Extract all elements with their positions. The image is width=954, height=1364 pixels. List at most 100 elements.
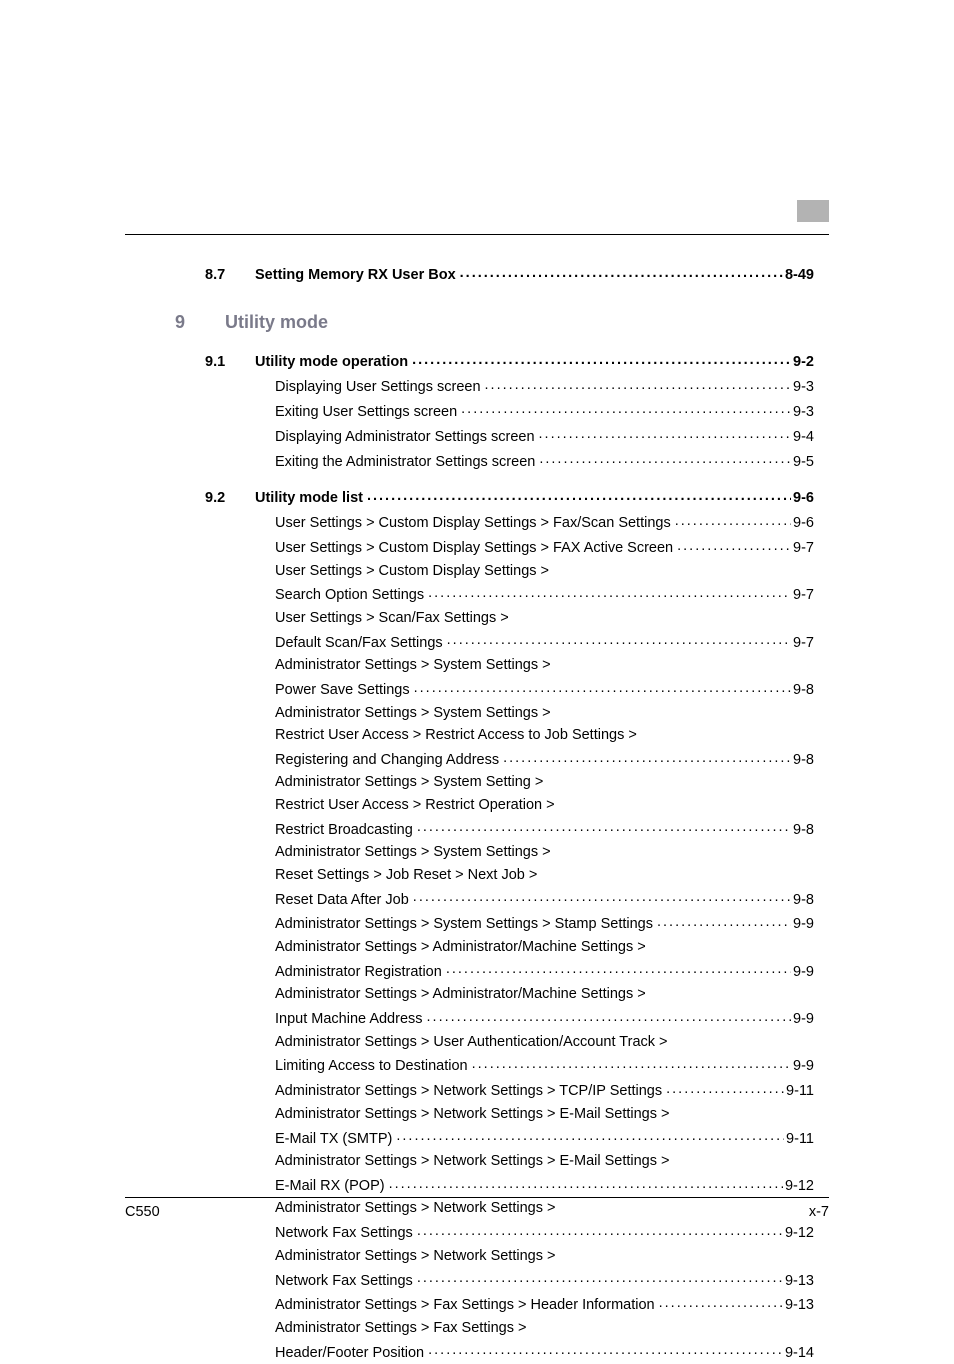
page: 8.7 Setting Memory RX User Box 8-49 9 Ut… (0, 0, 954, 1350)
toc-item-cont: Default Scan/Fax Settings (275, 632, 443, 654)
leader-dots (539, 423, 792, 440)
leader-dots (446, 958, 791, 975)
toc-item-label: Administrator Settings > System Setting … (275, 771, 814, 793)
leader-dots (657, 911, 791, 928)
toc-item-cont: Power Save Settings (275, 679, 410, 701)
toc-item-cont: E-Mail TX (SMTP) (275, 1128, 392, 1150)
toc-row: User Settings > Custom Display Settings … (205, 535, 814, 560)
toc-item-label: Exiting User Settings screen (275, 401, 457, 423)
toc-item-cont: Network Fax Settings (275, 1270, 413, 1292)
toc-item-cont: Input Machine Address (275, 1008, 423, 1030)
page-ref: 9-11 (784, 1128, 814, 1150)
page-ref: 9-4 (791, 426, 814, 448)
toc-row: 8.7 Setting Memory RX User Box 8-49 (205, 262, 814, 287)
toc-row: Network Fax Settings 9-13 (205, 1267, 814, 1292)
leader-dots (417, 816, 791, 833)
toc-item-cont: Network Fax Settings (275, 1222, 413, 1244)
leader-dots (472, 1053, 791, 1070)
page-ref: 9-8 (791, 679, 814, 701)
toc-row: User Settings > Custom Display Settings … (205, 510, 814, 535)
chapter-heading: 9 Utility mode (205, 309, 814, 337)
toc-item-cont: E-Mail RX (POP) (275, 1175, 385, 1197)
leader-dots (461, 398, 791, 415)
toc-item-cont2: Registering and Changing Address (275, 749, 499, 771)
footer-page-number: x-7 (809, 1204, 829, 1220)
toc-item-cont2: Reset Data After Job (275, 889, 409, 911)
toc-item-label: Administrator Settings > Network Setting… (275, 1245, 814, 1267)
toc-item-cont: Restrict User Access > Restrict Operatio… (275, 794, 814, 816)
page-ref: 9-7 (791, 537, 814, 559)
leader-dots (428, 582, 791, 599)
leader-dots (503, 747, 791, 764)
toc-row: Network Fax Settings9-12 (205, 1220, 814, 1245)
page-ref: 9-3 (791, 401, 814, 423)
toc-item-label: Administrator Settings > Network Setting… (275, 1080, 662, 1102)
toc-row: Restrict Broadcasting 9-8 (205, 816, 814, 841)
page-ref: 9-6 (791, 487, 814, 509)
leader-dots (389, 1173, 783, 1190)
leader-dots (427, 1006, 792, 1023)
footer-model: C550 (125, 1204, 160, 1220)
page-ref: 9-7 (791, 584, 814, 606)
toc-row: Limiting Access to Destination 9-9 (205, 1053, 814, 1078)
page-ref: 9-8 (791, 819, 814, 841)
section-title: Setting Memory RX User Box (255, 264, 456, 286)
toc-item-cont2: Restrict Broadcasting (275, 819, 413, 841)
leader-dots (659, 1292, 783, 1309)
leader-dots (417, 1220, 783, 1237)
page-ref: 9-13 (783, 1294, 814, 1316)
toc-item-label: Administrator Settings > Administrator/M… (275, 983, 814, 1005)
page-ref: 9-7 (791, 632, 814, 654)
chapter-title: Utility mode (225, 309, 328, 337)
page-ref: 9-9 (791, 1055, 814, 1077)
toc-item-label: Administrator Settings > Network Setting… (275, 1103, 814, 1125)
toc-item-label: Exiting the Administrator Settings scree… (275, 451, 535, 473)
toc-item-label: User Settings > Custom Display Settings … (275, 560, 814, 582)
toc-item-cont: Limiting Access to Destination (275, 1055, 468, 1077)
toc-item-label: Administrator Settings > System Settings… (275, 702, 814, 724)
header-accent-block (797, 200, 829, 222)
leader-dots (428, 1339, 783, 1356)
page-ref: 9-3 (791, 376, 814, 398)
toc-section-8-7: 8.7 Setting Memory RX User Box 8-49 (205, 262, 814, 287)
toc-row: Search Option Settings9-7 (205, 582, 814, 607)
toc-item-label: Displaying User Settings screen (275, 376, 481, 398)
toc-item-label: Administrator Settings > Network Setting… (275, 1150, 814, 1172)
toc-section-9-2: 9.2 Utility mode list 9-6 User Settings … (205, 485, 814, 1364)
leader-dots (413, 886, 791, 903)
toc-row: Administrator Settings > Network Setting… (205, 1078, 814, 1103)
toc-item-label: Administrator Settings > System Settings… (275, 913, 653, 935)
section-title: Utility mode operation (255, 351, 408, 373)
leader-dots (539, 448, 791, 465)
chapter-number: 9 (175, 309, 225, 337)
leader-dots (417, 1267, 783, 1284)
toc-item-cont: Administrator Registration (275, 961, 442, 983)
toc-row: Administrator Settings > System Settings… (205, 911, 814, 936)
toc-item-label: Displaying Administrator Settings screen (275, 426, 535, 448)
toc-row: Displaying Administrator Settings screen… (205, 423, 814, 448)
toc-row: E-Mail TX (SMTP) 9-11 (205, 1125, 814, 1150)
toc-item-label: Administrator Settings > Fax Settings > (275, 1317, 814, 1339)
page-ref: 9-9 (791, 961, 814, 983)
page-ref: 9-8 (791, 749, 814, 771)
toc-item-cont: Reset Settings > Job Reset > Next Job > (275, 864, 814, 886)
leader-dots (447, 629, 791, 646)
toc-section-9-1: 9.1 Utility mode operation 9-2 Displayin… (205, 349, 814, 473)
toc-row: Header/Footer Position9-14 (205, 1339, 814, 1364)
leader-dots (412, 349, 791, 366)
toc-item-label: User Settings > Scan/Fax Settings > (275, 607, 814, 629)
page-ref: 9-13 (783, 1270, 814, 1292)
section-number: 9.2 (205, 487, 255, 509)
toc-item-label: Administrator Settings > Fax Settings > … (275, 1294, 655, 1316)
toc-row: E-Mail RX (POP)9-12 (205, 1173, 814, 1198)
toc-item-cont: Restrict User Access > Restrict Access t… (275, 724, 814, 746)
leader-dots (485, 374, 792, 391)
toc-item-label: Administrator Settings > Administrator/M… (275, 936, 814, 958)
leader-dots (677, 535, 791, 552)
page-ref: 8-49 (783, 264, 814, 286)
toc-row: Registering and Changing Address 9-8 (205, 747, 814, 772)
toc-row: Administrator Registration 9-9 (205, 958, 814, 983)
page-ref: 9-6 (791, 512, 814, 534)
toc-item-label: User Settings > Custom Display Settings … (275, 537, 673, 559)
header-rule (125, 234, 829, 235)
